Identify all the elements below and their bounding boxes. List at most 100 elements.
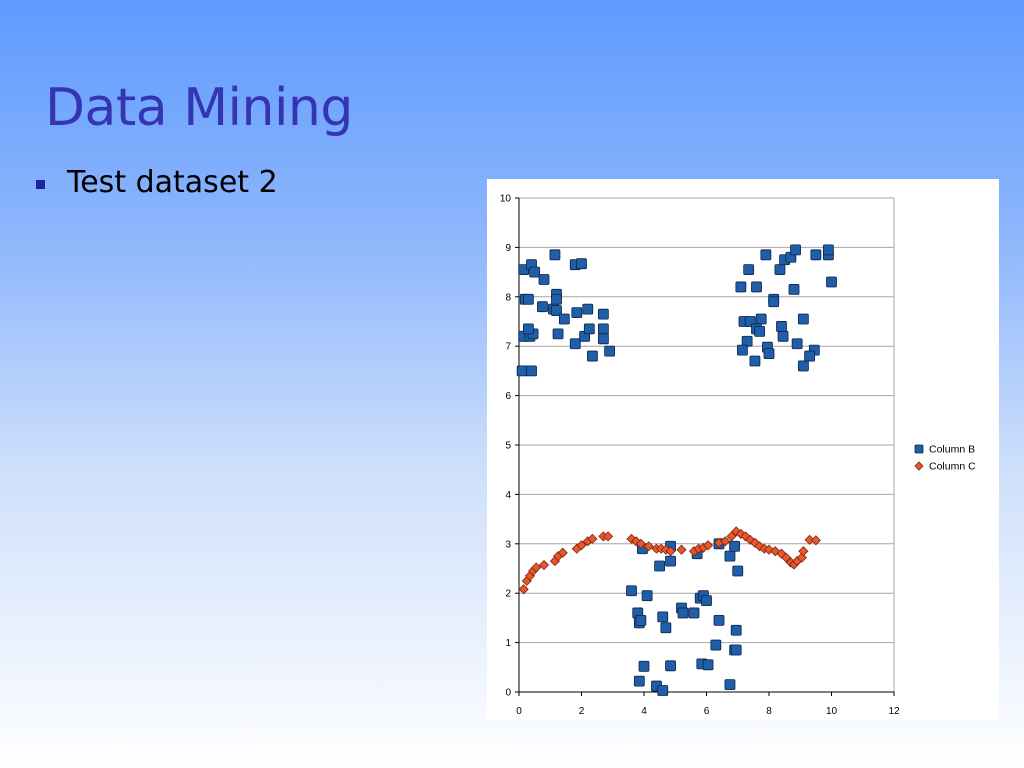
column-b-point-7 bbox=[522, 293, 534, 305]
column-b-point-90 bbox=[713, 614, 725, 626]
column-b-point-35 bbox=[774, 264, 786, 276]
column-b-point-17 bbox=[551, 305, 562, 317]
legend-label-column-c: Column C bbox=[929, 461, 976, 473]
column-b-point-63 bbox=[797, 360, 809, 372]
column-b-point-64 bbox=[626, 585, 637, 597]
bullet-square-icon bbox=[36, 180, 45, 189]
column-b-point-18 bbox=[558, 313, 570, 325]
legend-square-icon bbox=[914, 444, 924, 454]
x-tick-labels: 0 2 4 6 8 10 12 bbox=[516, 706, 900, 717]
column-b-point-10 bbox=[529, 266, 541, 278]
column-b-point-73 bbox=[657, 685, 669, 696]
column-b-point-95 bbox=[730, 624, 742, 636]
x-tick-label-2: 2 bbox=[579, 706, 585, 717]
y-tick-label-1: 1 bbox=[505, 638, 511, 649]
column-b-point-5 bbox=[522, 323, 534, 335]
bullet-text: Test dataset 2 bbox=[67, 165, 278, 200]
column-b-point-70 bbox=[638, 660, 650, 672]
column-b-point-23 bbox=[582, 303, 594, 315]
x-tick-label-10: 10 bbox=[826, 706, 838, 717]
column-b-point-71 bbox=[633, 675, 645, 687]
column-b-point-26 bbox=[583, 323, 595, 335]
column-b-point-56 bbox=[749, 355, 761, 367]
column-b-point-57 bbox=[776, 321, 787, 332]
axes bbox=[515, 197, 895, 696]
column-b-point-21 bbox=[576, 258, 587, 270]
y-tick-label-6: 6 bbox=[505, 391, 511, 402]
x-tick-label-4: 4 bbox=[641, 706, 647, 717]
column-b-point-86 bbox=[701, 595, 712, 607]
slide-title: Data Mining bbox=[45, 78, 353, 138]
scatter-chart: 0 2 4 6 8 10 12 0 1 2 3 4 5 6 7 8 9 10 Column B Column C bbox=[487, 179, 999, 720]
column-b-point-53 bbox=[737, 344, 748, 356]
column-c-point-22 bbox=[665, 546, 676, 557]
column-c-point-12 bbox=[587, 533, 598, 544]
column-b-point-29 bbox=[597, 323, 609, 335]
column-c-point-8 bbox=[557, 547, 568, 558]
column-b-point-62 bbox=[804, 350, 816, 362]
column-b-point-55 bbox=[763, 348, 775, 360]
column-b-point-32 bbox=[735, 281, 747, 293]
column-b-point-69 bbox=[641, 590, 653, 602]
data-points bbox=[516, 244, 837, 696]
column-c-point-18 bbox=[643, 541, 654, 552]
column-c-point-5 bbox=[538, 559, 550, 571]
column-b-point-98 bbox=[724, 679, 736, 690]
column-b-point-22 bbox=[571, 307, 583, 319]
column-b-point-41 bbox=[822, 244, 834, 256]
column-b-point-51 bbox=[754, 325, 766, 337]
column-c-point-17 bbox=[635, 538, 646, 549]
column-c-point-10 bbox=[576, 540, 587, 551]
column-c-point-45 bbox=[796, 552, 807, 563]
column-b-point-39 bbox=[810, 249, 822, 261]
column-b-point-34 bbox=[760, 249, 772, 261]
x-tick-label-12: 12 bbox=[888, 706, 900, 717]
column-b-point-59 bbox=[797, 313, 809, 325]
column-b-point-42 bbox=[826, 276, 837, 288]
column-b-point-75 bbox=[665, 555, 676, 567]
y-tick-label-3: 3 bbox=[505, 539, 511, 550]
column-b-point-27 bbox=[587, 350, 598, 362]
column-b-point-97 bbox=[730, 644, 742, 656]
column-c-point-4 bbox=[531, 562, 542, 573]
column-c-point-27 bbox=[702, 540, 714, 551]
column-b-point-88 bbox=[702, 659, 714, 671]
column-b-point-81 bbox=[688, 607, 700, 619]
column-b-point-82 bbox=[665, 660, 676, 672]
grid-lines bbox=[519, 197, 895, 692]
x-tick-label-8: 8 bbox=[766, 706, 772, 717]
bullet-item: Test dataset 2 bbox=[36, 165, 278, 200]
column-b-point-38 bbox=[790, 244, 801, 256]
y-tick-label-7: 7 bbox=[505, 342, 511, 353]
column-c-point-16 bbox=[631, 536, 642, 547]
column-b-point-78 bbox=[660, 622, 672, 634]
column-c-point-41 bbox=[781, 552, 792, 563]
column-b-point-43 bbox=[788, 283, 800, 295]
column-b-point-24 bbox=[569, 338, 581, 350]
column-b-point-28 bbox=[597, 308, 609, 320]
y-tick-label-8: 8 bbox=[505, 292, 511, 303]
column-b-point-58 bbox=[777, 330, 789, 342]
column-b-point-92 bbox=[724, 550, 736, 562]
column-b-point-1 bbox=[526, 365, 537, 377]
column-b-point-46 bbox=[768, 296, 780, 308]
y-tick-label-10: 10 bbox=[500, 194, 512, 205]
column-b-point-0 bbox=[516, 365, 528, 377]
y-tick-label-9: 9 bbox=[505, 243, 511, 254]
column-b-point-44 bbox=[751, 281, 762, 293]
column-b-point-11 bbox=[538, 274, 550, 285]
column-b-point-15 bbox=[551, 293, 562, 305]
column-b-point-19 bbox=[552, 328, 564, 340]
column-b-point-60 bbox=[791, 338, 803, 350]
column-b-point-49 bbox=[755, 313, 767, 325]
x-tick-label-0: 0 bbox=[516, 706, 522, 717]
column-b-point-67 bbox=[635, 614, 647, 626]
column-c-point-47 bbox=[804, 534, 815, 545]
column-b-point-30 bbox=[597, 333, 609, 345]
legend-label-column-b: Column B bbox=[929, 444, 975, 456]
y-tick-label-0: 0 bbox=[505, 688, 511, 699]
column-c-point-29 bbox=[720, 536, 731, 547]
column-b-point-74 bbox=[654, 560, 666, 572]
y-tick-label-2: 2 bbox=[505, 589, 511, 600]
column-c-point-31 bbox=[731, 526, 742, 537]
